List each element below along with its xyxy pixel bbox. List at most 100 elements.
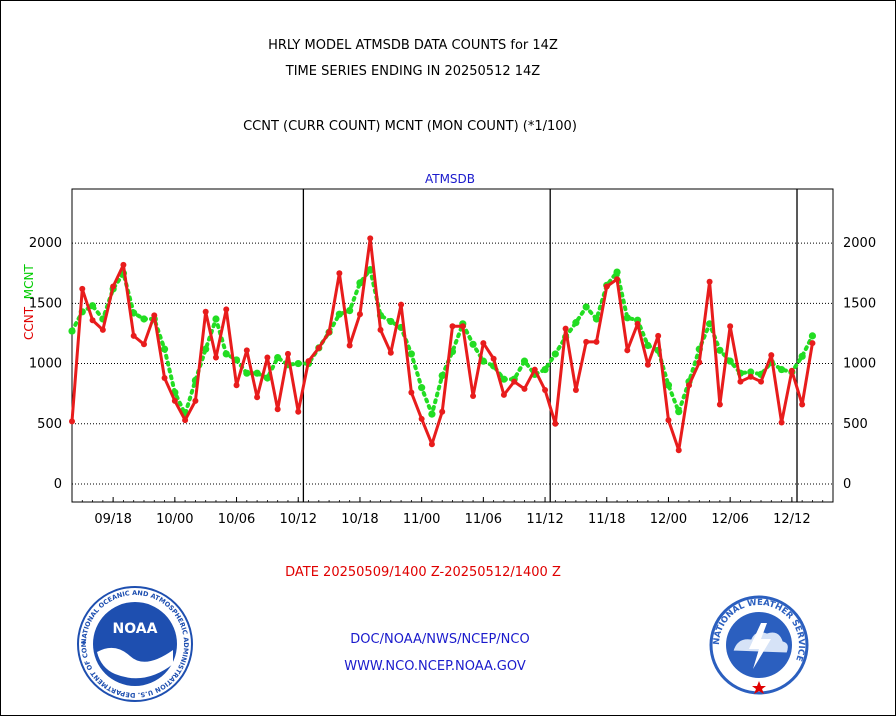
- data-point-mcnt-0: [68, 327, 76, 335]
- data-point-ccnt-54: [624, 347, 631, 354]
- data-point-ccnt-29: [367, 235, 374, 242]
- data-point-ccnt-56: [644, 361, 651, 368]
- data-point-ccnt-50: [583, 338, 590, 345]
- data-point-ccnt-25: [326, 329, 333, 336]
- x-tick-label-12/06: 12/06: [711, 512, 748, 527]
- data-point-ccnt-53: [614, 276, 621, 283]
- data-point-ccnt-30: [377, 326, 384, 333]
- org-path-label: DOC/NOAA/NWS/NCEP/NCO: [350, 632, 530, 647]
- x-tick-label-10/12: 10/12: [280, 512, 317, 527]
- data-point-ccnt-12: [192, 397, 199, 404]
- data-point-ccnt-1: [79, 285, 86, 292]
- data-point-ccnt-5: [120, 261, 127, 268]
- data-point-mcnt-19: [263, 374, 271, 382]
- data-point-ccnt-13: [202, 308, 209, 315]
- data-point-ccnt-55: [634, 320, 641, 327]
- data-point-ccnt-43: [511, 378, 518, 385]
- data-point-ccnt-11: [182, 417, 189, 424]
- data-point-ccnt-39: [470, 393, 477, 400]
- data-point-mcnt-58: [664, 381, 673, 389]
- data-point-mcnt-46: [541, 365, 549, 374]
- data-point-ccnt-33: [408, 389, 415, 396]
- chart-title: ATMSDB: [424, 172, 476, 186]
- data-point-ccnt-72: [809, 340, 816, 347]
- noaa-logo-name: NOAA: [113, 621, 158, 637]
- data-point-mcnt-50: [582, 303, 590, 311]
- y-tick-label-right-1500: 1500: [843, 296, 876, 311]
- data-point-mcnt-15: [222, 350, 230, 358]
- data-point-ccnt-0: [69, 418, 75, 425]
- y-tick-label-right-0: 0: [843, 477, 851, 492]
- data-point-mcnt-71: [798, 352, 806, 360]
- x-tick-label-12/12: 12/12: [773, 512, 810, 527]
- chart-header-line1: HRLY MODEL ATMSDB DATA COUNTS for 14Z: [268, 38, 558, 53]
- chart-header-line2: TIME SERIES ENDING IN 20250512 14Z: [285, 64, 541, 79]
- data-point-ccnt-71: [799, 401, 806, 408]
- data-point-mcnt-54: [623, 314, 631, 322]
- x-tick-label-10/00: 10/00: [156, 512, 193, 527]
- data-point-mcnt-62: [705, 320, 714, 328]
- data-point-ccnt-6: [130, 332, 137, 339]
- data-point-ccnt-34: [418, 415, 425, 422]
- data-point-mcnt-14: [212, 315, 220, 323]
- data-point-mcnt-26: [335, 310, 343, 318]
- data-point-ccnt-19: [264, 354, 271, 361]
- data-point-ccnt-70: [788, 367, 795, 374]
- data-point-mcnt-33: [407, 350, 415, 358]
- data-point-ccnt-48: [562, 325, 569, 332]
- data-point-ccnt-3: [99, 326, 106, 333]
- data-point-mcnt-2: [88, 302, 97, 310]
- data-point-ccnt-27: [346, 342, 353, 349]
- data-point-mcnt-66: [747, 368, 755, 376]
- data-point-ccnt-31: [387, 349, 394, 356]
- data-point-ccnt-28: [356, 311, 363, 318]
- data-point-ccnt-62: [706, 278, 713, 285]
- data-point-mcnt-13: [202, 345, 210, 353]
- data-point-ccnt-10: [171, 397, 178, 404]
- data-point-ccnt-66: [747, 373, 754, 380]
- y-tick-label-left-1000: 1000: [29, 357, 62, 372]
- x-tick-label-11/06: 11/06: [465, 512, 502, 527]
- data-point-ccnt-32: [398, 301, 405, 308]
- data-point-ccnt-58: [665, 417, 672, 424]
- data-point-ccnt-7: [140, 341, 147, 348]
- data-point-ccnt-36: [439, 408, 446, 415]
- data-point-ccnt-22: [295, 408, 302, 415]
- y-tick-label-right-1000: 1000: [843, 357, 876, 372]
- data-point-mcnt-7: [140, 315, 148, 323]
- data-point-ccnt-21: [284, 350, 291, 357]
- data-point-mcnt-36: [438, 371, 446, 380]
- y-tick-label-right-2000: 2000: [843, 236, 876, 251]
- data-point-mcnt-28: [356, 279, 364, 287]
- data-point-ccnt-49: [572, 387, 579, 394]
- data-point-ccnt-68: [768, 352, 775, 359]
- website-label: WWW.NCO.NCEP.NOAA.GOV: [344, 659, 526, 674]
- data-point-ccnt-2: [89, 317, 96, 324]
- x-tick-label-09/18: 09/18: [94, 512, 131, 527]
- data-point-mcnt-39: [469, 340, 477, 348]
- data-point-ccnt-63: [716, 401, 723, 408]
- data-point-mcnt-29: [366, 266, 374, 274]
- data-point-ccnt-61: [696, 359, 703, 366]
- data-point-ccnt-44: [521, 385, 528, 392]
- data-point-mcnt-47: [551, 350, 559, 358]
- data-point-ccnt-14: [212, 354, 219, 361]
- data-point-ccnt-65: [737, 378, 744, 385]
- data-point-mcnt-44: [520, 357, 529, 365]
- data-point-ccnt-60: [686, 382, 693, 389]
- y-tick-label-left-0: 0: [54, 477, 62, 492]
- data-point-mcnt-17: [243, 369, 251, 377]
- data-point-mcnt-49: [572, 319, 580, 327]
- x-tick-label-11/12: 11/12: [526, 512, 563, 527]
- date-range-label: DATE 20250509/1400 Z-20250512/1400 Z: [285, 565, 561, 580]
- x-tick-label-12/00: 12/00: [650, 512, 687, 527]
- data-point-ccnt-8: [151, 312, 158, 319]
- data-point-mcnt-51: [592, 315, 601, 323]
- data-point-ccnt-67: [758, 378, 765, 385]
- x-tick-label-11/18: 11/18: [588, 512, 625, 527]
- data-point-mcnt-22: [294, 359, 302, 368]
- data-point-ccnt-35: [428, 441, 435, 448]
- data-point-mcnt-72: [808, 332, 817, 340]
- data-point-ccnt-24: [315, 344, 322, 351]
